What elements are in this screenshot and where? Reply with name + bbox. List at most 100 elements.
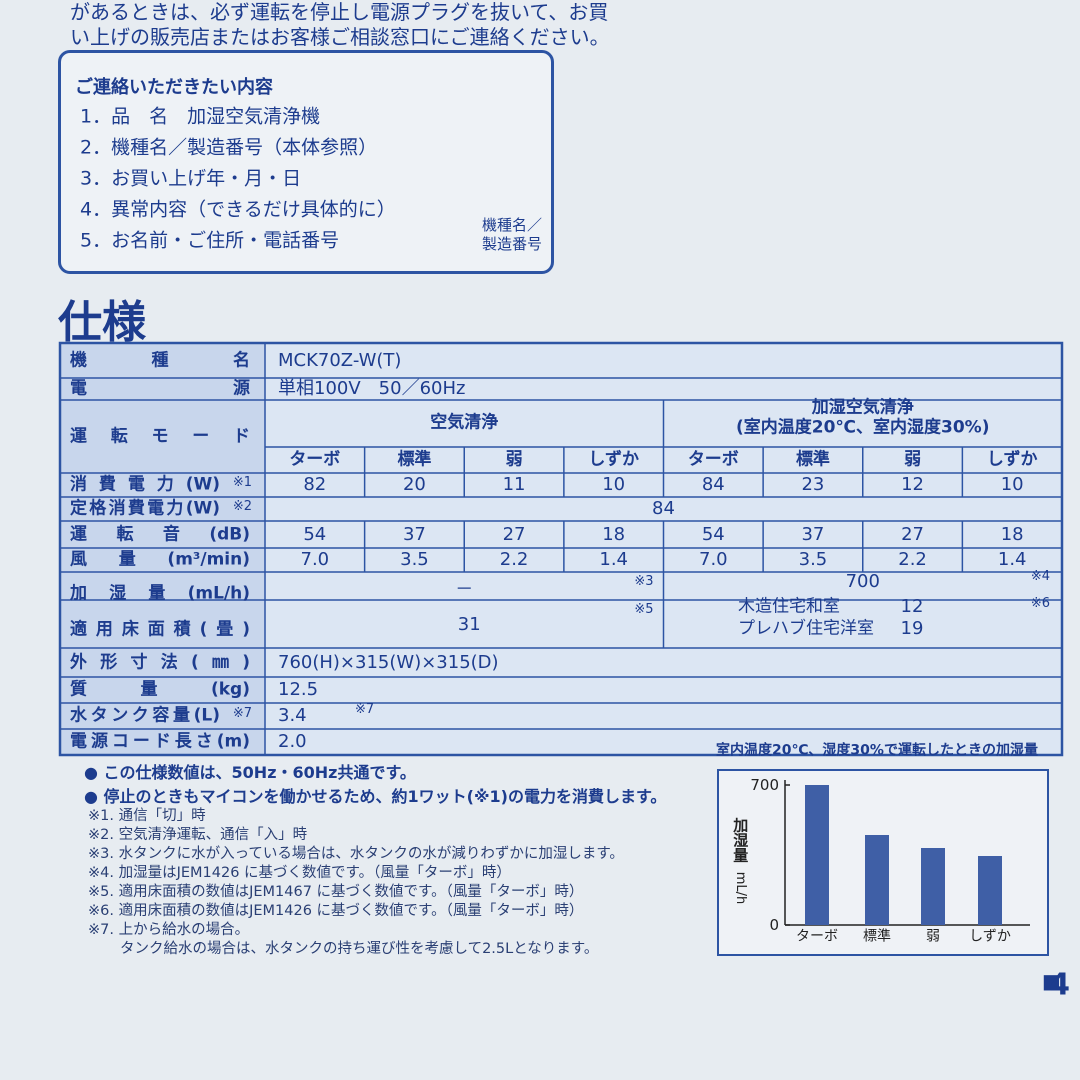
spec-value: 19 — [900, 618, 924, 640]
spec-value: 31 — [457, 614, 481, 636]
spec-note: ※1 — [232, 474, 252, 490]
bar — [805, 785, 829, 925]
bar — [978, 856, 1002, 925]
contact-item: 3．お買い上げ年・月・日 — [80, 167, 302, 190]
y-axis-label: 加湿量 — [731, 817, 750, 863]
note: ● この仕様数値は、50Hz・60Hz共通です。 — [84, 763, 416, 783]
mode-group: 加湿空気清浄 — [811, 397, 914, 418]
mode-name: 弱 — [904, 449, 922, 470]
table-border — [58, 341, 1064, 757]
spec-value: 82 — [303, 474, 327, 496]
spec-label: 適用床面積(畳) — [70, 619, 250, 640]
spec-value: 10 — [1000, 474, 1024, 496]
mode-name: 標準 — [397, 449, 432, 470]
footnote: ※4. 加湿量はJEM1426 に基づく数値です。（風量「ターボ」時） — [88, 865, 511, 882]
spec-value: 単相100V 50／60Hz — [278, 378, 466, 400]
spec-value: 37 — [402, 523, 426, 545]
contact-item: 1．品 名 加湿空気清浄機 — [80, 105, 321, 128]
spec-value: 37 — [801, 523, 825, 545]
spec-value: 12.5 — [278, 679, 319, 701]
spec-value: 20 — [402, 474, 426, 496]
spec-value: 54 — [303, 523, 327, 545]
footnote: ※2. 空気清浄運転、通信「入」時 — [88, 827, 308, 844]
spec-note: ※7 — [232, 705, 252, 721]
spec-label: 電源コード長さ(m) — [70, 731, 250, 752]
bar — [865, 835, 889, 925]
contact-title: ご連絡いただきたい内容 — [75, 77, 273, 99]
spec-value: 10 — [602, 474, 626, 496]
spec-label: 電源 — [70, 378, 250, 399]
mode-group: 空気清浄 — [430, 412, 499, 433]
spec-value: 3.4 — [278, 705, 307, 727]
mode-name: ターボ — [687, 449, 739, 470]
spec-label: 風量(m³/min) — [70, 549, 250, 570]
figure-label: 機種名／ — [482, 215, 543, 234]
spec-note: ※6 — [1030, 595, 1050, 611]
spec-note: ※2 — [232, 498, 252, 514]
spec-value: 3.5 — [798, 549, 828, 571]
spec-value: 84 — [701, 474, 725, 496]
spec-label: 定格消費電力(W) — [70, 498, 220, 519]
spec-label: 機種名 — [70, 350, 250, 371]
spec-value: 2.2 — [499, 549, 529, 571]
spec-value: 27 — [901, 523, 925, 545]
footnote: ※7. 上から給水の場合。 — [88, 922, 250, 939]
spec-value: MCK70Z-W(T) — [278, 349, 402, 371]
spec-value: 3.5 — [400, 549, 429, 571]
spec-label: 運転音(dB) — [70, 524, 250, 545]
spec-value: 54 — [701, 523, 725, 545]
spec-value: 12 — [900, 596, 924, 618]
spec-value: 2.0 — [278, 731, 307, 753]
table-label-column — [60, 343, 265, 755]
y-tick-label: 0 — [769, 915, 779, 934]
spec-value: 760(H)×315(W)×315(D) — [278, 651, 499, 673]
spec-value: 23 — [801, 474, 825, 496]
spec-value: 1.4 — [599, 549, 629, 571]
mode-group: (室内温度20℃、室内湿度30%) — [736, 417, 990, 438]
footnote: ※5. 適用床面積の数値はJEM1467 に基づく数値です。（風量「ターボ」時） — [88, 884, 584, 901]
figure-label: 製造番号 — [482, 234, 543, 253]
chart-title: 室内温度20℃、湿度30%で運転したときの加湿量 — [716, 742, 1038, 759]
mode-name: しずか — [588, 449, 640, 470]
y-tick-label: 700 — [750, 775, 779, 794]
note: ● 停止のときもマイコンを働かせるため、約1ワット(※1)の電力を消費します。 — [84, 787, 667, 807]
x-tick-label: 弱 — [926, 928, 940, 945]
page-marker: ■ — [1042, 969, 1061, 993]
spec-note: ※4 — [1030, 568, 1050, 584]
spec-label: 水タンク容量(L) — [70, 705, 220, 726]
spec-value: 18 — [1000, 523, 1024, 545]
mode-name: ターボ — [289, 449, 341, 470]
x-tick-label: しずか — [969, 928, 1011, 945]
spec-value: 12 — [901, 474, 925, 496]
contact-item: 5．お名前・ご住所・電話番号 — [80, 229, 340, 252]
spec-value: 27 — [502, 523, 526, 545]
mode-name: 標準 — [795, 449, 830, 470]
spec-label: 質量(kg) — [70, 679, 250, 700]
spec-value: 1.4 — [997, 549, 1027, 571]
contact-item: 2．機種名／製造番号（本体参照） — [80, 136, 378, 159]
spec-value: 84 — [652, 498, 675, 520]
section-title: 仕様 — [58, 296, 146, 348]
footnote: ※3. 水タンクに水が入っている場合は、水タンクの水が減りわずかに加湿します。 — [88, 846, 624, 863]
x-tick-label: 標準 — [863, 928, 891, 945]
room-type: 木造住宅和室 — [738, 596, 840, 617]
spec-value: 18 — [602, 523, 626, 545]
spec-note: ※7 — [355, 701, 375, 717]
footnote: ※1. 通信「切」時 — [88, 808, 206, 825]
spec-value: 7.0 — [300, 549, 330, 571]
spec-label: 運転モード — [70, 426, 250, 447]
mode-name: 弱 — [505, 449, 523, 470]
contact-box — [58, 50, 554, 274]
spec-note: ※5 — [634, 601, 654, 617]
footnote: タンク給水の場合は、水タンクの持ち運び性を考慮して2.5Lとなります。 — [120, 941, 599, 958]
intro-text: があるときは、必ず運転を停止し電源プラグを抜いて、お買 — [70, 0, 609, 24]
spec-label: 外形寸法(㎜) — [70, 652, 250, 673]
room-type: プレハブ住宅洋室 — [738, 618, 874, 639]
spec-value: 7.0 — [698, 549, 728, 571]
intro-text: い上げの販売店またはお客様ご相談窓口にご連絡ください。 — [70, 25, 610, 49]
page-number: 4 — [1049, 967, 1070, 1003]
y-axis-unit: mL/h — [733, 871, 749, 905]
spec-value: － — [455, 579, 474, 601]
bar — [921, 848, 945, 925]
spec-note: ※3 — [634, 573, 654, 589]
